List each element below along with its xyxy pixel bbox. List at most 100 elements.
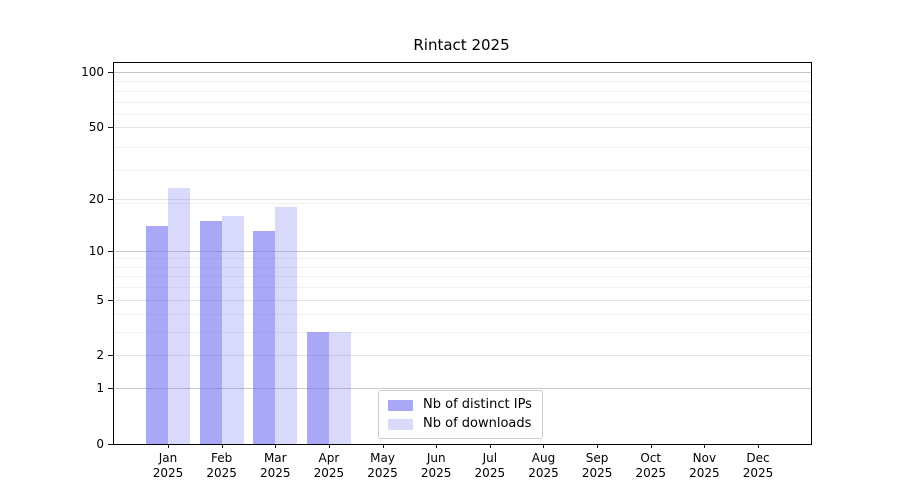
x-tick-year: 2025 — [206, 466, 237, 480]
x-tick-label-jul: Jul 2025 — [458, 451, 522, 481]
x-tick-month: Oct — [640, 451, 662, 465]
minor-gridline — [114, 90, 811, 92]
x-tick-year: 2025 — [152, 466, 184, 480]
x-tick-label-may: May 2025 — [351, 451, 415, 481]
x-tick-month: Jun — [426, 451, 446, 465]
x-tick-label-sep: Sep 2025 — [565, 451, 629, 481]
x-tick-year: 2025 — [313, 466, 345, 480]
x-tick-mark — [597, 444, 599, 448]
x-tick-mark — [275, 444, 277, 448]
x-tick-mark — [168, 444, 169, 448]
x-tick-month: Dec — [746, 451, 770, 465]
x-tick-year: 2025 — [259, 466, 291, 480]
y-tick-mark — [108, 388, 113, 390]
gridline — [114, 355, 811, 357]
y-tick-mark — [108, 355, 113, 357]
bar-downloads-apr — [328, 332, 351, 444]
gridline — [114, 198, 811, 200]
bar-ips-feb — [199, 220, 222, 444]
x-tick-mark — [543, 444, 545, 448]
x-tick-mark — [221, 444, 223, 448]
chart-title: Rintact 2025 — [413, 36, 510, 54]
x-tick-label-feb: Feb 2025 — [190, 451, 254, 481]
major-gridline — [114, 388, 811, 390]
x-tick-month: Mar — [263, 451, 287, 465]
x-tick-month: Sep — [585, 451, 609, 465]
minor-gridline — [114, 287, 811, 289]
x-tick-year: 2025 — [635, 466, 667, 480]
y-tick-mark — [108, 250, 113, 252]
x-tick-mark — [758, 444, 760, 448]
x-tick-year: 2025 — [581, 466, 613, 480]
x-tick-mark — [704, 444, 706, 448]
y-tick-mark — [108, 299, 113, 301]
legend-item-downloads: Nb of downloads — [388, 417, 532, 431]
bar-ips-jan — [146, 225, 168, 444]
bar-downloads-jan — [168, 187, 190, 444]
x-tick-label-mar: Mar 2025 — [243, 451, 307, 481]
x-tick-mark — [382, 444, 384, 448]
y-tick-label: 20 — [88, 191, 104, 206]
x-tick-label-jan: Jan 2025 — [136, 451, 200, 481]
minor-gridline — [114, 101, 811, 103]
x-tick-month: Jul — [482, 451, 498, 465]
x-tick-year: 2025 — [420, 466, 452, 480]
x-tick-label-aug: Aug 2025 — [511, 451, 575, 481]
y-tick-mark — [108, 444, 113, 445]
minor-gridline — [114, 314, 811, 316]
bar-ips-mar — [253, 231, 276, 444]
x-tick-label-dec: Dec 2025 — [726, 451, 790, 481]
y-tick-label: 10 — [88, 243, 104, 258]
legend-label-distinct-ips: Nb of distinct IPs — [423, 397, 532, 412]
legend-swatch-downloads-icon — [388, 418, 413, 430]
x-tick-month: May — [370, 451, 395, 465]
y-tick-mark — [108, 127, 113, 129]
major-gridline — [114, 71, 811, 73]
y-tick-mark — [108, 71, 113, 73]
bar-downloads-feb — [221, 215, 244, 444]
y-tick-label: 0 — [96, 437, 104, 451]
x-tick-year: 2025 — [367, 466, 398, 480]
major-gridline — [114, 250, 811, 252]
x-tick-year: 2025 — [474, 466, 506, 480]
plot-area: 0 1 2 5 10 20 50 100 Jan 2025 Feb 2025 Mar 2025 Apr 202… — [81, 62, 812, 480]
x-tick-mark — [650, 444, 652, 448]
x-tick-label-apr: Apr 2025 — [297, 451, 361, 481]
legend-item-distinct-ips: Nb of distinct IPs — [388, 398, 532, 412]
y-tick-label: 5 — [96, 292, 104, 307]
minor-gridline — [114, 266, 811, 268]
x-tick-month: Aug — [531, 451, 556, 465]
x-tick-label-nov: Nov 2025 — [672, 451, 736, 481]
minor-gridline — [114, 146, 811, 148]
x-tick-label-jun: Jun 2025 — [404, 451, 468, 481]
minor-gridline — [114, 258, 811, 260]
legend-label-downloads: Nb of downloads — [423, 416, 532, 431]
minor-gridline — [114, 276, 811, 278]
x-tick-label-oct: Oct 2025 — [619, 451, 683, 481]
x-tick-year: 2025 — [689, 466, 720, 480]
y-tick-label: 100 — [81, 64, 104, 79]
bar-ips-apr — [306, 332, 329, 444]
x-tick-mark — [489, 444, 491, 448]
gridline — [114, 127, 811, 129]
x-tick-year: 2025 — [528, 466, 559, 480]
gridline — [114, 299, 811, 301]
x-tick-month: Feb — [211, 451, 233, 465]
x-tick-mark — [436, 444, 438, 448]
x-tick-month: Nov — [692, 451, 717, 465]
bar-downloads-mar — [275, 206, 298, 444]
y-tick-label: 1 — [96, 381, 104, 396]
minor-gridline — [114, 169, 811, 171]
minor-gridline — [114, 113, 811, 115]
x-tick-year: 2025 — [742, 466, 774, 480]
minor-gridline — [114, 81, 811, 83]
x-tick-month: Jan — [158, 451, 178, 465]
y-tick-mark — [108, 198, 113, 200]
minor-gridline — [114, 332, 811, 334]
x-tick-mark — [328, 444, 330, 448]
y-tick-label: 2 — [96, 348, 104, 363]
legend: Nb of distinct IPs Nb of downloads — [378, 390, 543, 439]
y-tick-label: 50 — [88, 120, 104, 135]
x-tick-month: Apr — [318, 451, 340, 465]
